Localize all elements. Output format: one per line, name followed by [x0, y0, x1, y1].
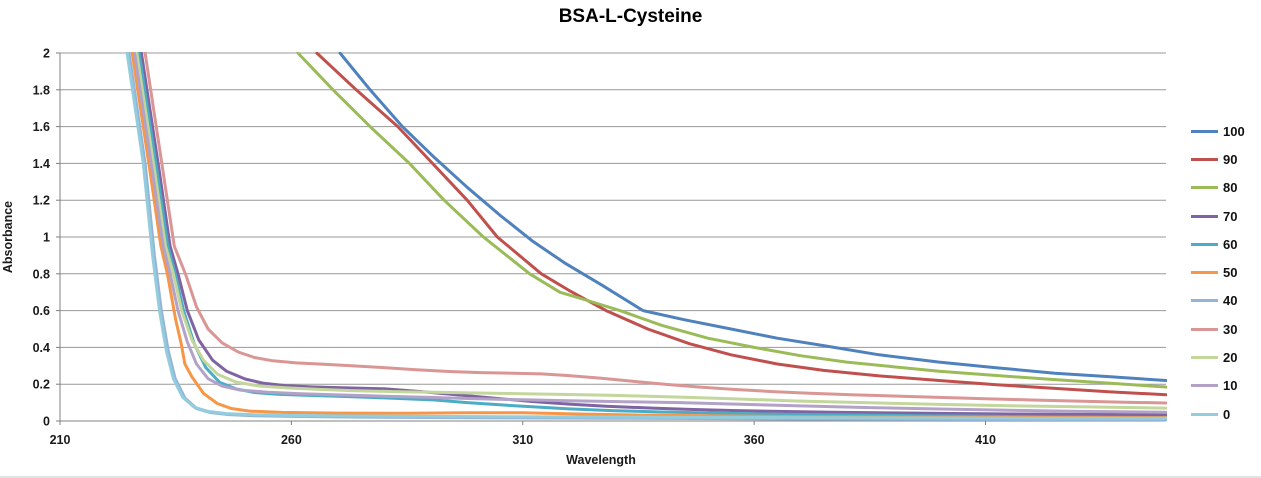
y-tick-label: 1.8: [33, 83, 50, 97]
series-lines: [125, 52, 1167, 422]
legend-label: 60: [1223, 236, 1238, 252]
legend-label: 40: [1223, 293, 1238, 309]
series-line-20[interactable]: [135, 52, 1167, 410]
legend-line-swatch: [1191, 271, 1218, 275]
legend-item-10[interactable]: 10: [1191, 372, 1245, 400]
legend-label: 30: [1223, 321, 1238, 337]
legend-line-swatch: [1191, 157, 1218, 161]
legend-item-0[interactable]: 0: [1191, 400, 1245, 428]
legend-item-20[interactable]: 20: [1191, 343, 1245, 371]
x-tick-label: 310: [512, 433, 533, 447]
y-tick-label: 1.6: [33, 120, 50, 134]
legend-label: 100: [1223, 123, 1245, 139]
x-tick-label: 260: [281, 433, 302, 447]
y-tick-label: 0: [43, 415, 50, 429]
gridlines: [60, 52, 1166, 385]
series-line-10[interactable]: [133, 52, 1167, 414]
x-tick-label: 410: [975, 433, 996, 447]
legend-line-swatch: [1191, 356, 1218, 360]
x-axis-title: Wavelength: [566, 453, 636, 467]
legend-label: 50: [1223, 265, 1238, 281]
legend-label: 20: [1223, 350, 1238, 366]
series-line-90[interactable]: [315, 52, 1167, 397]
legend-line-swatch: [1191, 384, 1218, 388]
series-line-80[interactable]: [296, 52, 1167, 389]
series-line-0[interactable]: [125, 52, 1167, 420]
y-tick-label: 1: [43, 231, 50, 245]
legend-line-swatch: [1191, 242, 1218, 246]
legend-item-50[interactable]: 50: [1191, 258, 1245, 286]
legend-label: 80: [1223, 180, 1238, 196]
series-line-70[interactable]: [139, 52, 1167, 417]
legend-line-swatch: [1191, 412, 1218, 416]
y-tick-label: 0.6: [33, 304, 50, 318]
legend-item-80[interactable]: 80: [1191, 174, 1245, 202]
legend-label: 10: [1223, 378, 1238, 394]
y-tick-label: 0.2: [33, 378, 50, 392]
legend-item-100[interactable]: 100: [1191, 117, 1245, 145]
y-tick-label: 0.4: [33, 341, 50, 355]
y-tick-label: 1.4: [33, 157, 50, 171]
chart-title: BSA-L-Cysteine: [558, 6, 703, 27]
legend-line-swatch: [1191, 327, 1218, 331]
tick-labels: 210 260 310 360 410 0 0.2 0.4 0.6 0.8 1 1.2 1.4 1.6 1.…: [33, 47, 996, 448]
legend-label: 70: [1223, 208, 1238, 224]
legend-line-swatch: [1191, 299, 1218, 303]
y-tick-label: 1.2: [33, 194, 50, 208]
axes: [56, 52, 1166, 425]
legend-item-60[interactable]: 60: [1191, 230, 1245, 258]
series-line-30[interactable]: [143, 52, 1167, 405]
legend-item-30[interactable]: 30: [1191, 315, 1245, 343]
legend-item-70[interactable]: 70: [1191, 202, 1245, 230]
y-tick-label: 2: [43, 47, 50, 61]
y-axis-title: Absorbance: [1, 200, 15, 274]
x-tick-label: 360: [744, 433, 765, 447]
legend-item-40[interactable]: 40: [1191, 287, 1245, 315]
legend-label: 90: [1223, 151, 1238, 167]
legend-line-swatch: [1191, 214, 1218, 218]
legend-item-90[interactable]: 90: [1191, 145, 1245, 173]
legend-label: 0: [1223, 406, 1231, 422]
y-tick-label: 0.8: [33, 267, 50, 281]
legend: 100 90 80 70 60 50 40 30 20 10 0: [1191, 117, 1245, 428]
series-line-100[interactable]: [338, 52, 1167, 382]
x-tick-label: 210: [50, 433, 71, 447]
legend-line-swatch: [1191, 129, 1218, 133]
series-line-40[interactable]: [127, 52, 1167, 422]
legend-line-swatch: [1191, 186, 1218, 190]
